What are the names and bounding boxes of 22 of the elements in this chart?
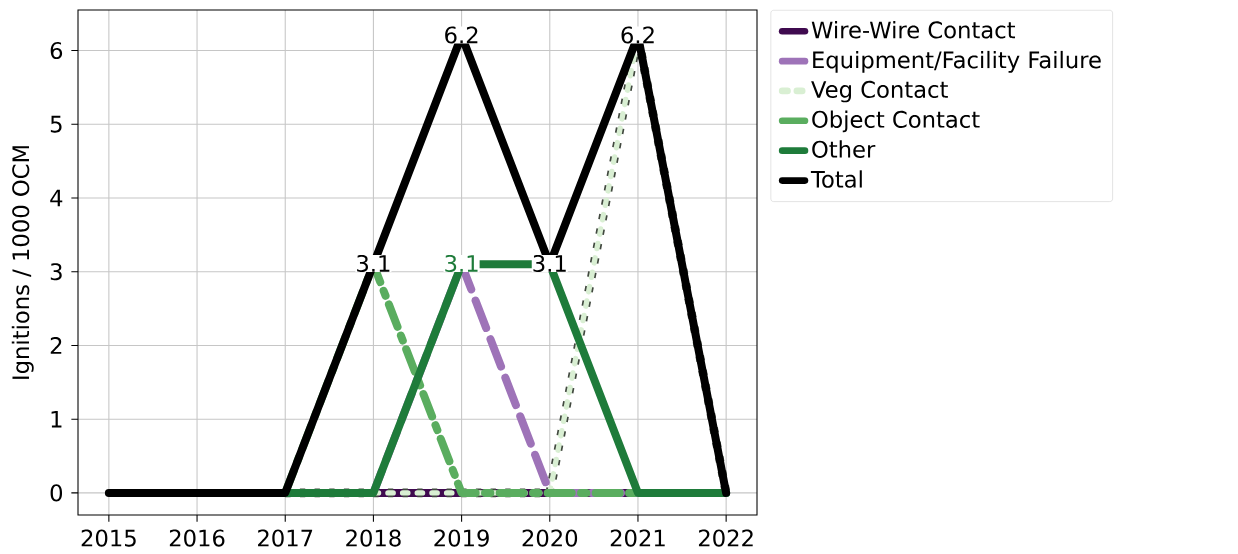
- y-tick-label: 3: [50, 263, 62, 281]
- legend-label: Other: [812, 140, 876, 158]
- legend-label: Wire-Wire Contact: [811, 20, 1016, 39]
- x-tick-label: 2022: [698, 529, 753, 547]
- x-tick-label: 2016: [169, 529, 225, 547]
- legend-label: Object Contact: [812, 110, 980, 133]
- legend-label: Veg Contact: [811, 80, 948, 103]
- x-tick-label: 2018: [346, 529, 401, 547]
- y-tick-label: 6: [50, 41, 63, 60]
- x-tick-label: 2015: [81, 529, 136, 547]
- y-tick-label: 2: [50, 336, 62, 354]
- x-tick-label: 2020: [522, 529, 578, 547]
- y-tick-label: 4: [50, 189, 63, 207]
- y-axis-title: Ignitions / 1000 OCM: [11, 146, 34, 379]
- legend-label: Total: [810, 170, 862, 188]
- x-tick-label: 2017: [258, 529, 313, 547]
- y-tick-label: 1: [51, 410, 62, 428]
- y-tick-label: 5: [50, 115, 62, 133]
- y-tick-label: 0: [50, 484, 63, 502]
- x-tick-label: 2019: [434, 529, 489, 547]
- x-tick-label: 2021: [610, 529, 665, 547]
- legend-label: Equipment/Facility Failure: [813, 50, 1101, 73]
